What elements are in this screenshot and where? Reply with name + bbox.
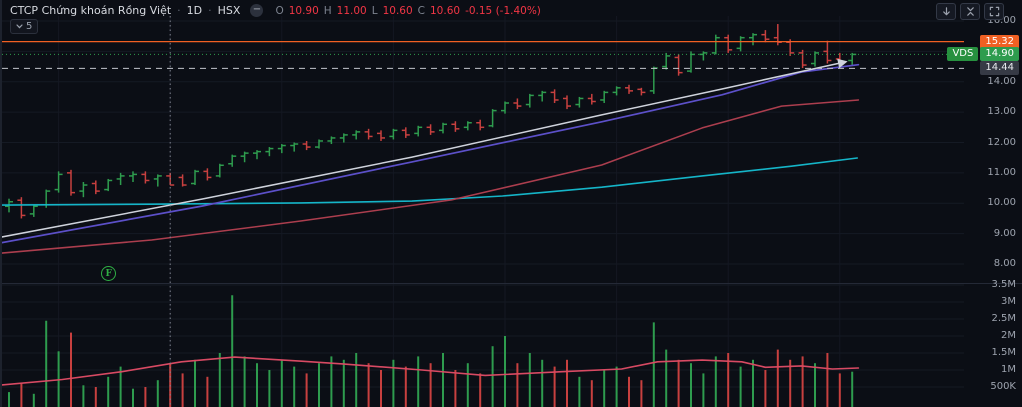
symbol-title: CTCP Chứng khoán Rồng Việt <box>10 4 172 17</box>
alert-price-label[interactable]: 15.32 <box>980 34 1019 49</box>
indicator-count: 5 <box>26 21 33 32</box>
open-value: 10.90 <box>288 4 319 17</box>
volume-tick-label: 1.5M <box>991 347 1016 358</box>
change-value: -0.15 (-1.40%) <box>465 4 541 17</box>
low-label: L <box>371 4 378 17</box>
symbol-badge: VDS <box>947 47 979 62</box>
price-tick-label: 11.00 <box>987 166 1016 178</box>
open-label: O <box>275 4 284 17</box>
volume-tick-label: 2M <box>1001 330 1016 341</box>
price-tick-label: 14.00 <box>987 75 1016 87</box>
volume-tick-label: 1M <box>1001 364 1016 375</box>
volume-tick-label: 2.5M <box>991 313 1016 324</box>
price-tick-label: 13.00 <box>987 106 1016 118</box>
volume-tick-label: 3M <box>1001 296 1016 307</box>
price-tick-label: 12.00 <box>987 136 1016 148</box>
fullscreen-button[interactable] <box>984 3 1004 20</box>
low-value: 10.60 <box>382 4 413 17</box>
arrow-down-icon <box>942 7 950 16</box>
event-marker-letter: F <box>105 268 112 279</box>
high-value: 11.00 <box>336 4 367 17</box>
legend-separator: · <box>177 4 181 17</box>
collapse-pane-button[interactable] <box>960 3 980 20</box>
crosshair-price-label: 14.44 <box>980 61 1019 76</box>
high-label: H <box>323 4 332 17</box>
price-tick-label: 10.00 <box>987 197 1016 209</box>
volume-tick-label: 500K <box>990 381 1016 392</box>
price-tick-label: 8.00 <box>993 258 1016 269</box>
collapse-icon <box>966 7 974 16</box>
close-label: C <box>417 4 425 17</box>
legend-separator: · <box>208 4 212 17</box>
event-marker-icon[interactable]: F <box>101 266 117 281</box>
symbol-legend: CTCP Chứng khoán Rồng Việt · 1D · HSX − … <box>10 4 541 17</box>
fullscreen-icon <box>989 6 999 17</box>
price-tick-label: 16.00 <box>987 15 1016 26</box>
interval-label[interactable]: 1D <box>186 4 203 17</box>
exchange-label: HSX <box>217 4 241 17</box>
last-price-value: 14.90 <box>980 47 1019 62</box>
price-axis[interactable]: 15.32 VDS 14.90 14.44 16.00 14.00 13.00 12.… <box>947 0 1022 407</box>
price-tick-label: 9.00 <box>993 227 1016 239</box>
chevron-down-icon <box>16 24 23 29</box>
ohlc-readout: O 10.90 H 11.00 L 10.60 C 10.60 -0.15 (-1.40… <box>275 5 540 17</box>
indicators-collapse-button[interactable]: 5 <box>10 19 39 34</box>
close-value: 10.60 <box>430 4 461 17</box>
volume-tick-label: 3.5M <box>991 279 1016 290</box>
legend-collapse-icon[interactable]: − <box>250 4 264 17</box>
scroll-down-button[interactable] <box>936 3 956 20</box>
last-price-label: VDS 14.90 <box>947 47 1019 62</box>
chart-toolbar <box>936 3 1004 20</box>
